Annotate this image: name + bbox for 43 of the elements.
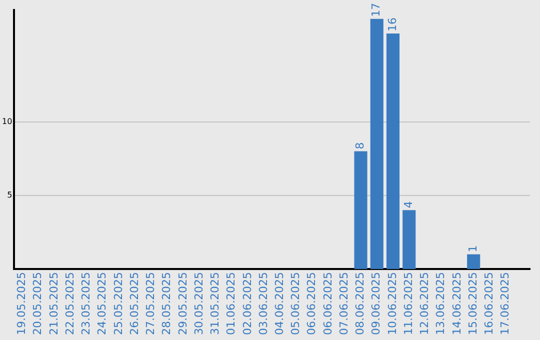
x-tick-label: 15.06.2025 xyxy=(466,272,480,336)
x-tick-label: 31.05.2025 xyxy=(208,272,222,336)
x-tick-label: 11.06.2025 xyxy=(402,272,415,336)
x-tick-label: 04.06.2025 xyxy=(273,272,286,336)
x-tick-label: 17.06.2025 xyxy=(498,272,512,336)
data-label: 4 xyxy=(402,201,415,208)
data-label: 17 xyxy=(370,2,383,17)
data-label: 8 xyxy=(354,142,367,150)
x-tick-label: 10.06.2025 xyxy=(386,272,399,336)
x-tick-label: 22.05.2025 xyxy=(63,272,76,336)
data-label: 1 xyxy=(466,245,480,252)
x-tick-label: 12.06.2025 xyxy=(418,272,432,336)
bar xyxy=(467,254,480,270)
bar xyxy=(354,151,368,270)
x-tick-label: 20.05.2025 xyxy=(31,272,44,336)
x-tick-label: 05.06.2025 xyxy=(289,272,302,336)
x-tick-label: 24.05.2025 xyxy=(96,272,109,336)
bar xyxy=(386,34,400,270)
x-tick-label: 21.05.2025 xyxy=(47,272,60,336)
x-tick-label: 28.05.2025 xyxy=(160,272,174,336)
x-tick-label: 27.05.2025 xyxy=(144,272,158,336)
x-tick-label: 07.06.2025 xyxy=(337,272,350,336)
y-tick-label: 5 xyxy=(7,190,12,200)
x-tick-label: 06.06.2025 xyxy=(321,272,334,336)
data-label: 16 xyxy=(386,18,399,32)
x-tick-label: 06.06.2025 xyxy=(305,272,318,336)
bar xyxy=(402,210,416,270)
x-tick-label: 08.06.2025 xyxy=(354,272,367,336)
y-tick-label: 10 xyxy=(2,116,12,126)
x-tick-label: 30.05.2025 xyxy=(192,272,206,336)
x-tick-label: 01.06.2025 xyxy=(224,272,238,336)
x-tick-label: 02.06.2025 xyxy=(240,272,254,336)
x-tick-label: 09.06.2025 xyxy=(370,272,383,336)
x-tick-label: 13.06.2025 xyxy=(434,272,448,336)
x-tick-label: 19.05.2025 xyxy=(15,272,28,336)
bar xyxy=(370,18,384,270)
x-tick-label: 14.06.2025 xyxy=(450,272,464,336)
x-tick-label: 03.06.2025 xyxy=(256,272,270,336)
x-tick-label: 29.05.2025 xyxy=(176,272,190,336)
x-tick-label: 23.05.2025 xyxy=(80,272,93,336)
x-tick-label: 16.06.2025 xyxy=(482,272,496,336)
x-tick-label: 26.05.2025 xyxy=(128,272,141,336)
x-tick-label: 25.05.2025 xyxy=(112,272,125,336)
